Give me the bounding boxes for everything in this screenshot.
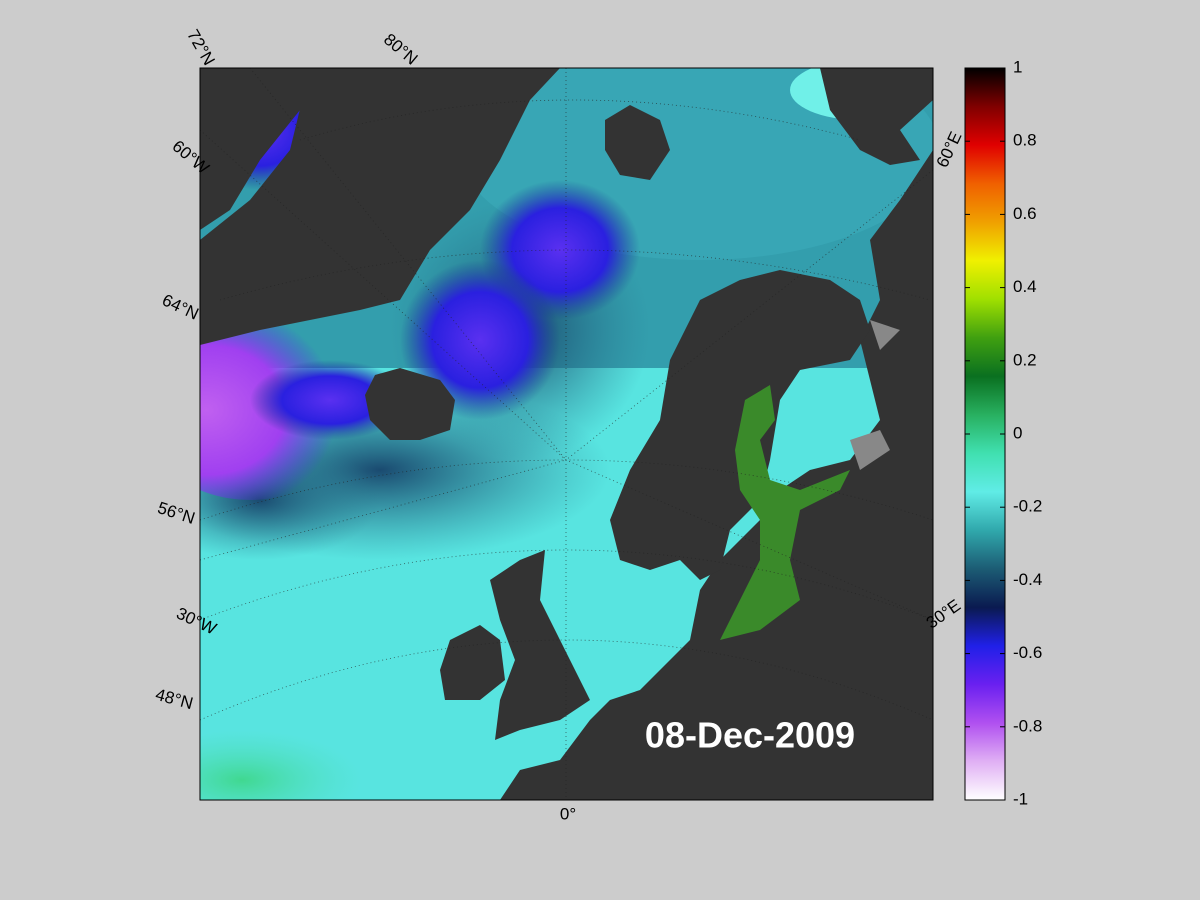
colorbar-tick-label: -1 <box>1013 789 1028 808</box>
graticule-label: 72°N <box>183 26 218 68</box>
colorbar-tick-label: 1 <box>1013 57 1022 76</box>
date-label: 08-Dec-2009 <box>645 715 855 756</box>
colorbar-tick-label: 0 <box>1013 423 1022 442</box>
colorbar-tick-label: 0.2 <box>1013 350 1037 369</box>
graticule-label: 60°E <box>933 129 966 171</box>
colorbar-tick-label: 0.8 <box>1013 131 1037 150</box>
map-frame <box>199 67 934 801</box>
graticule-label: 48°N <box>153 685 195 713</box>
map: 08-Dec-2009 <box>200 68 933 800</box>
graticule-label: 80°N <box>380 30 421 69</box>
colorbar <box>964 67 1006 801</box>
colorbar-tick-label: 0.6 <box>1013 204 1037 223</box>
colorbar-tick-label: -0.2 <box>1013 497 1042 516</box>
graticule-label: 56°N <box>155 498 197 528</box>
colorbar-tick-label: 0.4 <box>1013 277 1037 296</box>
colorbar-tick-label: -0.8 <box>1013 716 1042 735</box>
graticule-label: 0° <box>560 804 576 823</box>
colorbar-tick-label: -0.6 <box>1013 643 1042 662</box>
graticule-label: 64°N <box>159 290 201 323</box>
colorbar-ticks: 1 0.8 0.6 0.4 0.2 0 -0.2 -0.4 -0.6 -0.8 -1 <box>965 57 1042 808</box>
colorbar-tick-label: -0.4 <box>1013 570 1042 589</box>
